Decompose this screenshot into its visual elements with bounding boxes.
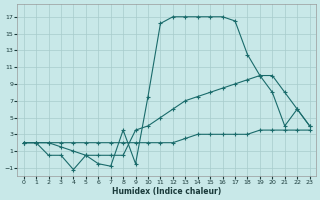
X-axis label: Humidex (Indice chaleur): Humidex (Indice chaleur) bbox=[112, 187, 221, 196]
